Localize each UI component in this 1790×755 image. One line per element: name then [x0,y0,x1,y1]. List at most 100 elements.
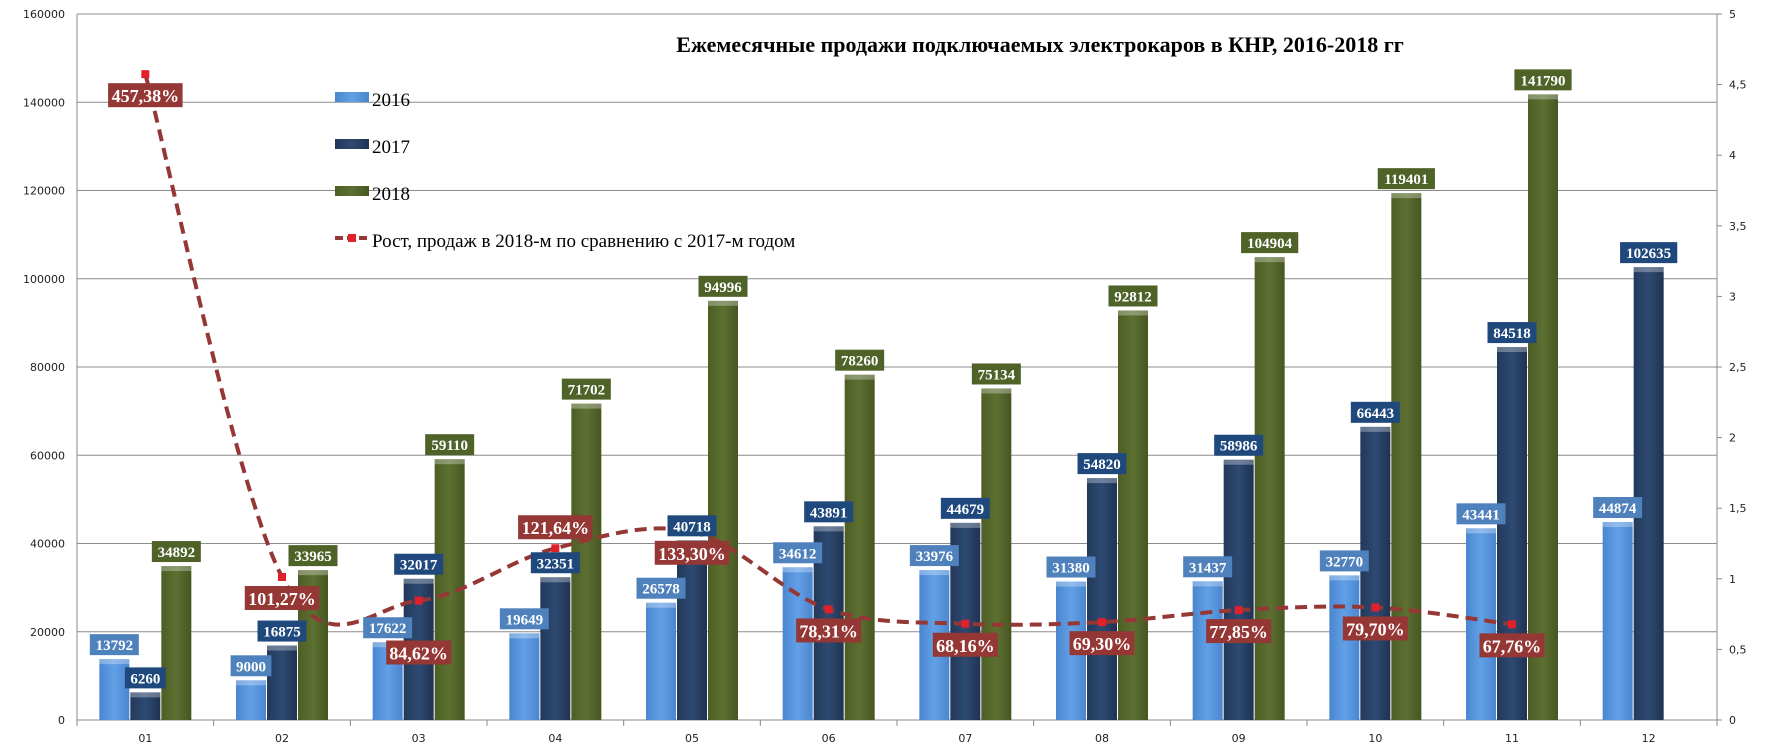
x-tick-label: 10 [1368,732,1382,745]
data-label: 31437 [1183,556,1233,578]
y-tick-label: 20000 [30,626,65,639]
svg-text:69,30%: 69,30% [1073,634,1132,654]
svg-text:79,70%: 79,70% [1346,619,1405,639]
data-label: 31380 [1046,556,1096,578]
data-label: 32017 [394,553,444,575]
growth-marker [1098,618,1106,627]
svg-text:133,30%: 133,30% [658,544,726,564]
data-label: 75134 [971,363,1021,385]
data-label: 92812 [1108,285,1158,307]
growth-label: 121,64% [518,515,593,540]
growth-label: 79,70% [1342,616,1408,641]
svg-text:32017: 32017 [400,558,438,574]
data-label: 94996 [698,275,748,297]
growth-marker [824,605,833,614]
svg-text:101,27%: 101,27% [248,589,316,609]
svg-text:77,85%: 77,85% [1209,622,1268,642]
bar-2017-08 [1087,478,1117,720]
svg-text:26578: 26578 [642,582,680,598]
svg-text:44874: 44874 [1599,501,1637,517]
svg-text:58986: 58986 [1220,439,1258,455]
svg-text:33976: 33976 [916,549,954,565]
growth-label: 84,62% [386,640,452,665]
data-label: 33976 [909,545,959,567]
growth-marker [141,70,150,79]
bar-2018-08 [1118,310,1148,720]
bar-2016-09 [1192,581,1223,720]
svg-text:17622: 17622 [369,621,407,637]
y2-tick-label: 2,5 [1729,361,1747,374]
bar-2018-07 [981,388,1012,720]
svg-text:44679: 44679 [947,502,985,518]
y2-tick-label: 0 [1729,714,1736,727]
data-label: 13792 [89,634,139,656]
bar-2018-11 [1528,94,1558,720]
data-label: 54820 [1077,453,1127,475]
svg-text:84,62%: 84,62% [389,644,448,664]
growth-label: 67,76% [1479,633,1545,658]
y2-tick-label: 5 [1729,8,1736,21]
svg-text:2017: 2017 [372,137,410,158]
x-tick-label: 08 [1095,732,1109,745]
growth-label: 78,31% [796,618,862,643]
svg-text:78260: 78260 [841,354,879,370]
bar-2017-12 [1633,267,1664,720]
y-tick-label: 120000 [23,185,65,198]
x-tick-label: 11 [1505,732,1519,745]
y-tick-label: 40000 [30,538,65,551]
growth-label: 68,16% [932,632,998,657]
svg-text:141790: 141790 [1521,73,1566,89]
data-label: 44679 [940,497,990,519]
legend-item-3: Рост, продаж в 2018-м по сравнению с 201… [335,231,795,252]
y-tick-label: 100000 [23,273,65,286]
y-tick-label: 60000 [30,449,65,462]
svg-text:67,76%: 67,76% [1483,636,1542,656]
data-label: 84518 [1487,322,1537,344]
y-tick-label: 160000 [23,8,65,21]
svg-text:102635: 102635 [1626,246,1671,262]
data-label: 16875 [257,620,307,642]
svg-text:31380: 31380 [1052,561,1090,577]
data-label: 40718 [667,515,717,537]
bar-2016-10 [1329,575,1360,720]
y2-tick-label: 4,5 [1729,79,1747,92]
data-label: 66443 [1350,401,1400,423]
svg-text:9000: 9000 [236,659,266,675]
x-tick-label: 07 [958,732,972,745]
svg-text:40718: 40718 [673,519,711,535]
bar-2016-05 [646,602,676,720]
svg-text:31437: 31437 [1189,560,1227,576]
legend-item-2: 2018 [335,184,410,205]
svg-text:13792: 13792 [96,638,134,654]
bar-2016-06 [782,567,813,720]
bar-2016-04 [509,633,540,720]
svg-text:33965: 33965 [294,549,332,565]
legend-item-1: 2017 [335,137,410,158]
svg-text:32770: 32770 [1326,554,1364,570]
bar-2018-09 [1254,257,1285,720]
growth-marker [1234,606,1243,615]
growth-marker [414,596,423,605]
bar-2016-02 [236,680,266,720]
data-label: 104904 [1241,232,1299,254]
y2-tick-label: 0,5 [1729,643,1747,656]
data-label: 43891 [804,501,854,523]
data-label: 44874 [1593,496,1643,518]
svg-text:19649: 19649 [506,612,544,628]
svg-text:54820: 54820 [1083,457,1121,473]
data-label: 17622 [363,617,413,639]
legend-item-0: 2016 [335,90,410,111]
svg-text:59110: 59110 [431,438,468,454]
svg-text:2016: 2016 [372,90,410,111]
y2-tick-label: 3,5 [1729,220,1747,233]
data-label: 6260 [124,667,166,689]
bar-2017-10 [1360,426,1391,720]
growth-marker [278,573,286,582]
data-label: 26578 [636,577,686,599]
svg-text:121,64%: 121,64% [522,518,590,538]
legend: 2016 2017 2018 Рост, продаж в 2018-м по сра… [335,90,795,252]
data-label: 71702 [561,378,611,400]
data-label: 32351 [530,552,580,574]
x-tick-label: 09 [1232,732,1246,745]
